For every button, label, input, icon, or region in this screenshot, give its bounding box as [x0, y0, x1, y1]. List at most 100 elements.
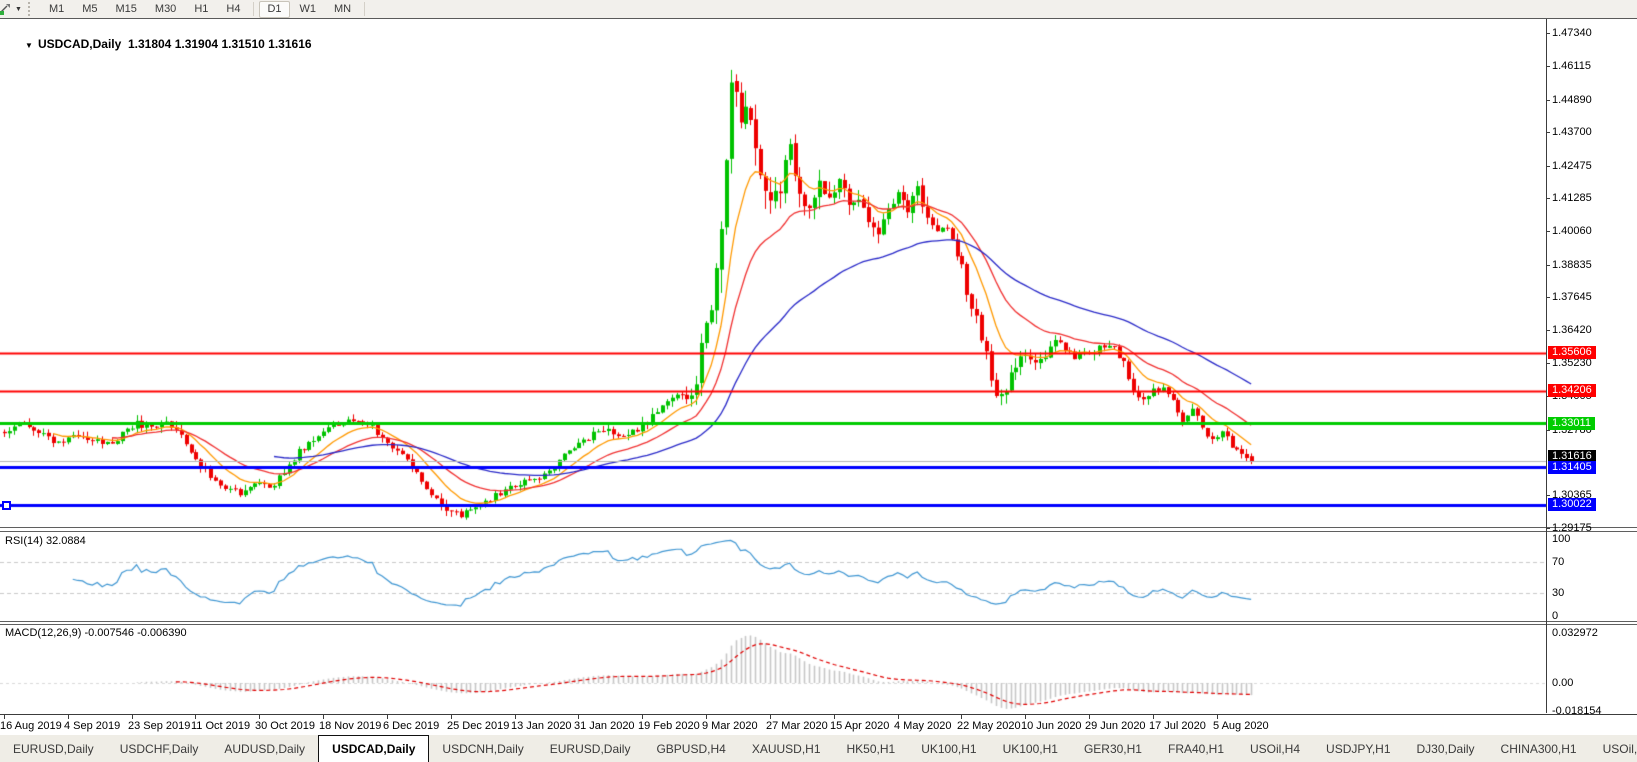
price-tick-label: 1.42475 — [1552, 159, 1592, 172]
date-tick-label: 18 Nov 2019 — [319, 720, 382, 732]
date-tick-label: 13 Jan 2020 — [511, 720, 572, 732]
date-tick-label: 31 Jan 2020 — [574, 720, 635, 732]
open-price: 1.31804 — [127, 37, 172, 51]
price-tick-mark — [1546, 231, 1550, 232]
hline-price-badge: 1.35606 — [1548, 346, 1596, 360]
price-tick-mark — [1546, 100, 1550, 101]
timeframe-button-m1[interactable]: M1 — [48, 2, 65, 15]
chart-cursor-icon[interactable] — [0, 2, 13, 16]
chart-tab-gbpusd-h4[interactable]: GBPUSD,H4 — [656, 741, 726, 756]
chart-tab-usdjpy-h1[interactable]: USDJPY,H1 — [1326, 741, 1391, 756]
date-tick-label: 10 Jun 2020 — [1021, 720, 1082, 732]
date-tick-label: 27 Mar 2020 — [766, 720, 828, 732]
price-tick-mark — [1546, 166, 1550, 167]
toolbar-grip-handle[interactable] — [27, 2, 35, 16]
price-axis-separator — [1546, 19, 1547, 713]
macd-axis-label: -0.018154 — [1552, 704, 1602, 717]
price-tick-label: 1.46115 — [1552, 60, 1591, 73]
panel-splitter[interactable] — [0, 621, 1637, 625]
chart-tab-usdcnh-daily[interactable]: USDCNH,Daily — [442, 741, 524, 756]
price-tick-mark — [1546, 297, 1550, 298]
price-tick-label: 1.40060 — [1552, 225, 1592, 238]
price-tick-mark — [1546, 33, 1550, 34]
timeframe-button-h4[interactable]: H4 — [226, 2, 241, 15]
chart-tab-china300-h1[interactable]: CHINA300,H1 — [1500, 741, 1577, 756]
timeframe-button-m5[interactable]: M5 — [82, 2, 98, 15]
date-tick-mark — [4, 715, 5, 719]
toolbar-dropdown-caret-icon[interactable]: ▼ — [15, 5, 22, 13]
close-price: 1.31616 — [268, 37, 312, 51]
price-tick-mark — [1546, 330, 1550, 331]
price-tick-label: 1.43700 — [1552, 126, 1592, 139]
macd-axis-label: 0.00 — [1552, 677, 1574, 689]
current-price-badge: 1.31616 — [1548, 450, 1596, 464]
price-tick-mark — [1546, 132, 1550, 133]
price-chart-canvas[interactable] — [0, 19, 1546, 527]
date-tick-mark — [706, 715, 707, 719]
date-axis[interactable]: 16 Aug 2019 4 Sep 2019 23 Sep 2019 11 Oct 2… — [0, 714, 1637, 736]
date-tick-label: 4 Sep 2019 — [64, 720, 121, 732]
date-tick-mark — [642, 715, 643, 719]
date-tick-mark — [770, 715, 771, 719]
hline-price-badge: 1.33011 — [1548, 416, 1595, 430]
hline-price-badge: 1.31405 — [1548, 460, 1596, 474]
macd-canvas[interactable] — [0, 625, 1546, 714]
timeframe-button-h1[interactable]: H1 — [194, 2, 209, 15]
chart-tab-usoil-h1[interactable]: USOil,H1 — [1602, 741, 1637, 756]
date-tick-label: 15 Apr 2020 — [830, 720, 890, 732]
price-tick-mark — [1546, 363, 1550, 364]
date-tick-mark — [578, 715, 579, 719]
chart-tab-ger30-h1[interactable]: GER30,H1 — [1083, 741, 1142, 756]
chart-tab-bar: EURUSD,Daily USDCHF,Daily AUDUSD,Daily USDC… — [0, 735, 1637, 762]
macd-axis-label: 0.032972 — [1552, 627, 1598, 639]
date-tick-mark — [68, 715, 69, 719]
rsi-indicator-label: RSI(14) 32.0884 — [5, 535, 86, 547]
title-collapse-caret-icon[interactable]: ▼ — [25, 41, 33, 50]
timeframe-button-d1[interactable]: D1 — [259, 0, 290, 18]
date-tick-label: 25 Dec 2019 — [447, 720, 510, 732]
chart-tab-eurusd-daily[interactable]: EURUSD,Daily — [13, 741, 94, 756]
timeframe-toolbar: ▼ M1 M5 M15 M30 H1 H4 D1 W1 MN — [0, 0, 1637, 18]
chart-tab-eurusd-daily[interactable]: EURUSD,Daily — [549, 741, 631, 756]
rsi-axis-label: 100 — [1552, 533, 1571, 545]
chart-tab-uk100-h1[interactable]: UK100,H1 — [921, 741, 977, 756]
toolbar-separator — [364, 2, 366, 16]
timeframe-button-w1[interactable]: W1 — [299, 2, 317, 15]
price-tick-label: 1.41285 — [1552, 191, 1592, 204]
hline-price-badge: 1.34206 — [1548, 384, 1596, 398]
timeframe-button-mn[interactable]: MN — [334, 2, 352, 15]
panel-splitter[interactable] — [0, 527, 1637, 532]
high-price: 1.31904 — [174, 37, 219, 51]
chart-tab-audusd-daily[interactable]: AUDUSD,Daily — [224, 741, 306, 756]
price-tick-mark — [1546, 528, 1550, 529]
low-price: 1.31510 — [221, 37, 265, 51]
date-tick-label: 17 Jul 2020 — [1149, 720, 1206, 732]
date-tick-label: 11 Oct 2019 — [191, 720, 251, 732]
price-tick-label: 1.29175 — [1552, 521, 1592, 534]
chart-tab-hk50-h1[interactable]: HK50,H1 — [846, 741, 896, 756]
price-tick-mark — [1546, 495, 1550, 496]
chart-tab-fra40-h1[interactable]: FRA40,H1 — [1167, 741, 1225, 756]
chart-tab-usdcad-daily[interactable]: USDCAD,Daily — [318, 735, 430, 762]
timeframe-button-m15[interactable]: M15 — [115, 2, 137, 15]
chart-tab-xauusd-h1[interactable]: XAUUSD,H1 — [751, 741, 821, 756]
chart-tab-usoil-h4[interactable]: USOil,H4 — [1250, 741, 1301, 756]
timeframe-buttons: M1 M5 M15 M30 H1 H4 D1 W1 MN — [40, 0, 369, 18]
date-tick-label: 30 Oct 2019 — [255, 720, 315, 732]
date-tick-label: 6 Dec 2019 — [383, 720, 440, 732]
rsi-canvas[interactable] — [0, 532, 1546, 621]
price-tick-label: 1.35230 — [1552, 356, 1592, 369]
chart-tab-dj30-daily[interactable]: DJ30,Daily — [1416, 741, 1475, 756]
date-tick-mark — [195, 715, 196, 719]
date-tick-mark — [1025, 715, 1026, 719]
chart-title: ▼ USDCAD,Daily 1.31804 1.31904 1.31510 1.… — [5, 23, 312, 65]
chart-tab-uk100-h1[interactable]: UK100,H1 — [1002, 741, 1058, 756]
hline-drag-handle[interactable] — [2, 500, 11, 510]
chart-tab-usdchf-daily[interactable]: USDCHF,Daily — [119, 741, 199, 756]
date-tick-mark — [323, 715, 324, 719]
timeframe-button-m30[interactable]: M30 — [154, 2, 177, 15]
date-tick-label: 4 May 2020 — [894, 720, 952, 732]
date-tick-mark — [834, 715, 835, 719]
date-tick-mark — [259, 715, 260, 719]
